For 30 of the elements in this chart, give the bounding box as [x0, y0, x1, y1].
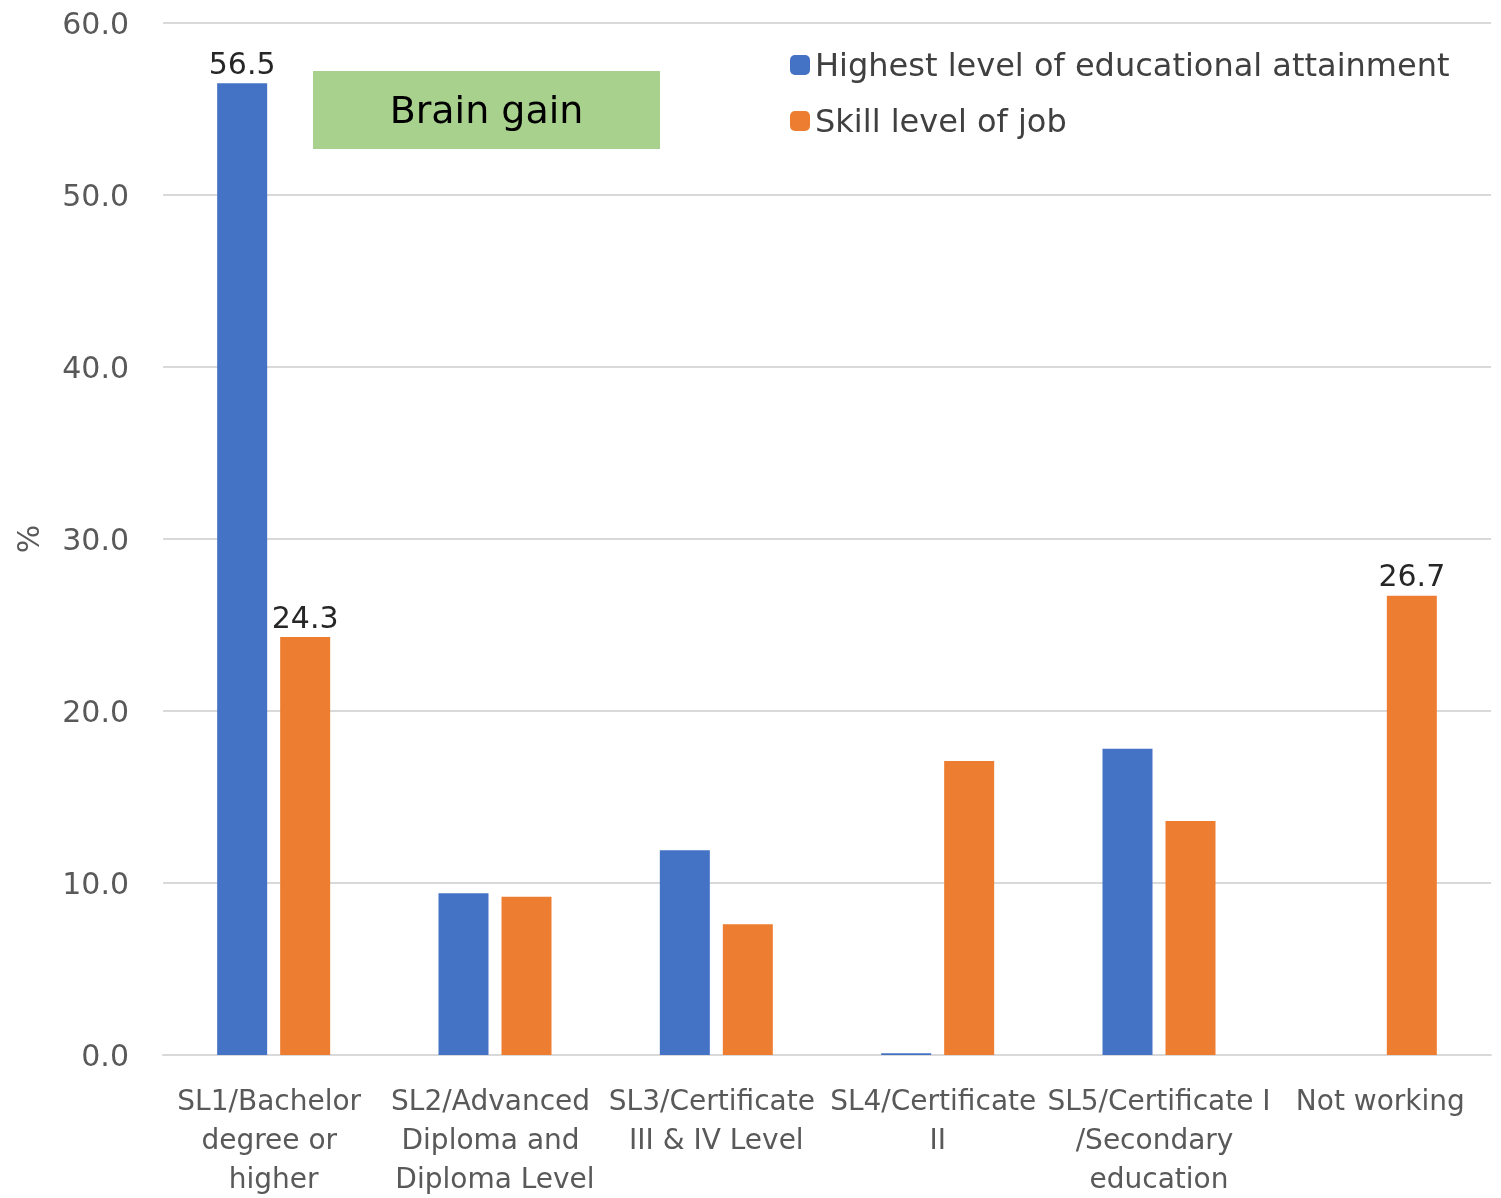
bar — [1102, 748, 1153, 1055]
data-label: 56.5 — [208, 45, 276, 81]
y-tick-label: 50.0 — [62, 177, 129, 213]
bar — [1165, 821, 1216, 1055]
x-tick-label: SL4/Certificate II — [830, 1084, 1046, 1156]
bar — [217, 83, 268, 1055]
bar — [438, 893, 489, 1055]
y-tick-label: 60.0 — [62, 5, 129, 41]
bar — [501, 896, 552, 1055]
data-label: 26.7 — [1378, 558, 1446, 594]
bar — [1386, 595, 1437, 1055]
x-tick-label: SL2/Advanced Diploma and Diploma Level — [391, 1084, 599, 1195]
bar — [659, 850, 710, 1055]
x-tick-label: SL3/Certificate III & IV Level — [608, 1084, 824, 1156]
x-tick-label: Not working — [1295, 1084, 1465, 1117]
label-box: Brain gain — [313, 71, 660, 149]
y-tick-label: 40.0 — [62, 349, 129, 385]
y-axis-title: % — [10, 524, 46, 554]
y-tick-label: 10.0 — [62, 865, 129, 901]
y-tick-label: 30.0 — [62, 521, 129, 557]
bar — [722, 924, 773, 1055]
bar — [280, 637, 331, 1055]
data-label: 24.3 — [271, 599, 339, 635]
legend-label: Skill level of job — [815, 102, 1067, 140]
bar — [944, 760, 995, 1055]
x-tick-label: SL5/Certificate I/Secondary education — [1047, 1084, 1271, 1195]
x-tick-label: SL1/Bachelor degree or higher — [177, 1084, 371, 1195]
y-tick-label: 0.0 — [81, 1037, 129, 1073]
legend-label: Highest level of educational attainment — [815, 46, 1450, 84]
y-tick-label: 20.0 — [62, 693, 129, 729]
